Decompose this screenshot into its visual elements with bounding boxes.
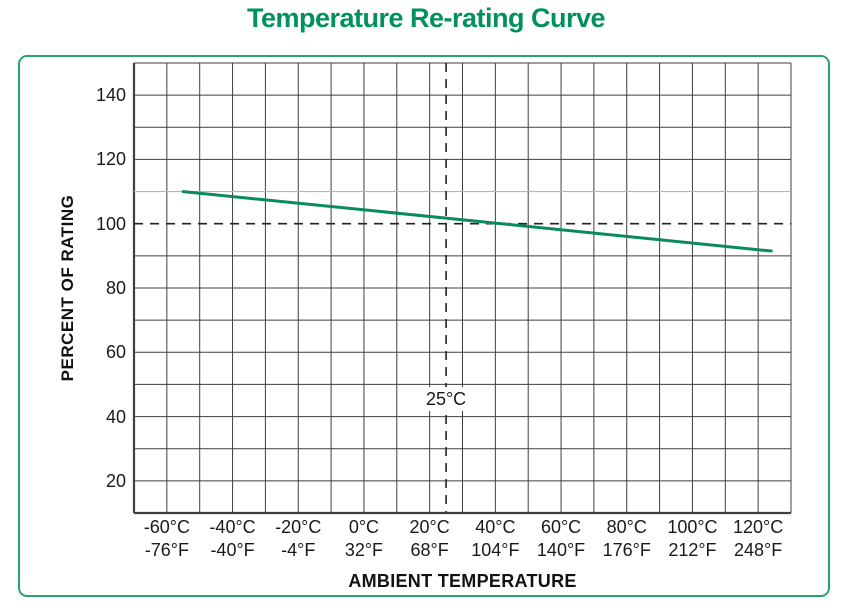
x-tick-fahrenheit: -4°F bbox=[281, 540, 316, 560]
x-tick-celsius: 20°C bbox=[409, 517, 450, 537]
x-tick-celsius: 40°C bbox=[475, 517, 516, 537]
x-tick-fahrenheit: 140°F bbox=[536, 540, 586, 560]
x-tick-celsius: -60°C bbox=[143, 517, 190, 537]
x-tick-celsius: -40°C bbox=[209, 517, 256, 537]
x-tick-fahrenheit: 104°F bbox=[471, 540, 520, 560]
plot-area bbox=[132, 62, 792, 515]
chart-title: Temperature Re-rating Curve bbox=[246, 3, 606, 33]
x-tick-fahrenheit: -40°F bbox=[210, 540, 255, 560]
x-tick-celsius: -20°C bbox=[275, 517, 322, 537]
x-tick-fahrenheit: 68°F bbox=[410, 540, 449, 560]
x-tick-label: 100°C 212°F bbox=[647, 516, 737, 562]
x-tick-fahrenheit: -76°F bbox=[144, 540, 189, 560]
x-tick-label: 40°C 104°F bbox=[450, 516, 540, 562]
y-tick-label: 120 bbox=[95, 149, 126, 170]
chart-frame: PERCENT OF RATING AMBIENT TEMPERATURE 20… bbox=[18, 55, 830, 597]
x-tick-celsius: 100°C bbox=[667, 517, 718, 537]
x-tick-label: -20°C -4°F bbox=[253, 516, 343, 562]
x-tick-label: 120°C 248°F bbox=[713, 516, 803, 562]
x-tick-celsius: 80°C bbox=[606, 517, 647, 537]
x-tick-label: 80°C 176°F bbox=[582, 516, 672, 562]
x-tick-fahrenheit: 176°F bbox=[602, 540, 651, 560]
x-tick-celsius: 0°C bbox=[348, 517, 380, 537]
x-tick-label: 0°C 32°F bbox=[319, 516, 409, 562]
y-tick-label: 20 bbox=[105, 470, 126, 491]
x-tick-fahrenheit: 212°F bbox=[668, 540, 717, 560]
y-tick-label: 100 bbox=[95, 213, 126, 234]
y-tick-label: 140 bbox=[95, 85, 126, 106]
y-tick-label: 60 bbox=[105, 342, 126, 363]
x-tick-label: 20°C 68°F bbox=[385, 516, 475, 562]
x-tick-label: -40°C -40°F bbox=[188, 516, 278, 562]
annotation-25c: 25°C bbox=[419, 386, 474, 411]
rerating-curve-line bbox=[181, 190, 773, 253]
y-tick-label: 80 bbox=[105, 278, 126, 298]
x-tick-celsius: 60°C bbox=[540, 517, 582, 537]
y-tick-label: 40 bbox=[105, 406, 126, 427]
x-axis-title: AMBIENT TEMPERATURE bbox=[348, 571, 577, 591]
x-tick-label: 60°C 140°F bbox=[516, 516, 606, 562]
x-tick-fahrenheit: 32°F bbox=[344, 540, 384, 560]
x-tick-celsius: 120°C bbox=[733, 517, 784, 537]
x-tick-label: -60°C -76°F bbox=[122, 516, 212, 562]
x-tick-fahrenheit: 248°F bbox=[734, 540, 783, 560]
